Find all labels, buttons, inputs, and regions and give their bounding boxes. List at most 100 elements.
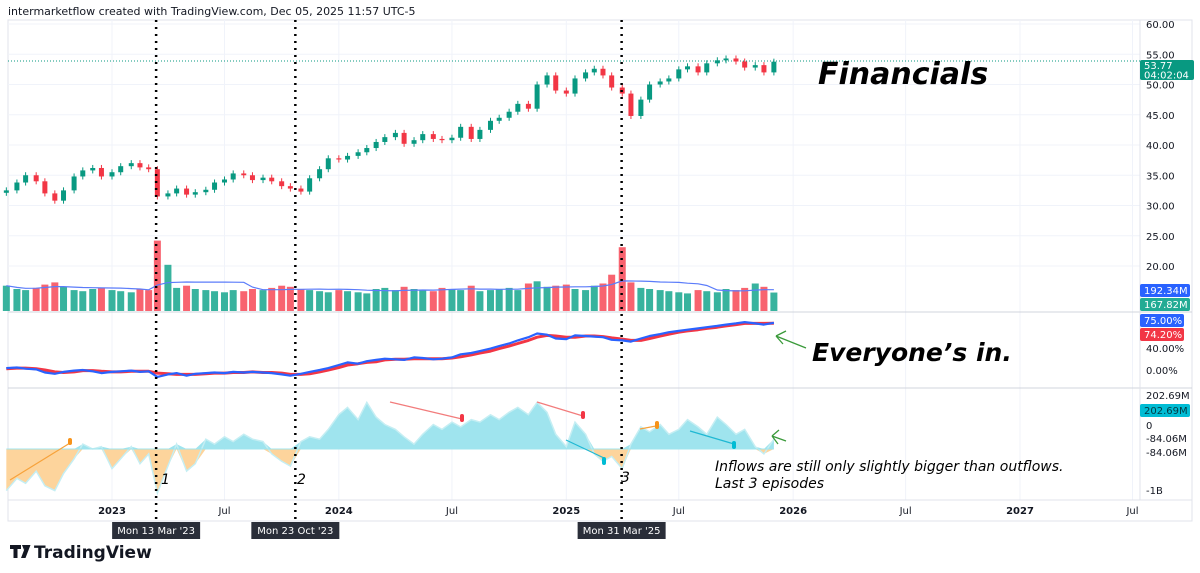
cyan-marker [732, 441, 736, 449]
volume-bar [675, 292, 683, 311]
candle-body [249, 175, 255, 181]
candle-body [600, 68, 606, 76]
candle-body [676, 69, 682, 79]
price-tick-label: 50.00 [1146, 81, 1175, 92]
volume-bar [486, 290, 494, 311]
volume-bar [590, 285, 598, 311]
annotation-breadth: Everyone’s in. [812, 338, 1012, 367]
volume-bar [562, 284, 570, 311]
chart-frame [7, 19, 1193, 522]
breadth-red-label [1140, 328, 1184, 341]
price-tick-label: 30.00 [1146, 202, 1175, 213]
volume-bar [514, 290, 522, 311]
time-tick-label: Jul [445, 506, 458, 517]
volume-bar [457, 290, 465, 311]
volume-bar [220, 292, 228, 311]
volume-bar [286, 286, 294, 311]
red-marker [581, 411, 585, 419]
breadth-blue-value: 75.00% [1144, 316, 1182, 327]
time-axis[interactable]: 2023 Jul 2024 Jul 2025 Jul 2026 Jul 2027 Jul [98, 506, 1138, 517]
orange-marker [655, 421, 659, 429]
tradingview-logo[interactable]: TradingView [10, 543, 152, 563]
candle-body [279, 181, 285, 187]
candle-body [355, 152, 361, 156]
volume-bar [646, 289, 654, 311]
candle-body [657, 81, 663, 85]
candle-body [165, 193, 171, 197]
candle-body [260, 177, 266, 181]
candle-body [515, 103, 521, 112]
volume-bar [448, 289, 456, 311]
volume-bar [505, 287, 513, 311]
candle-body [42, 181, 48, 194]
orange-marker [68, 438, 72, 445]
candle-body [118, 166, 124, 173]
volume-bar [51, 282, 59, 311]
volume-bar [571, 289, 579, 311]
annotation-flow-2: Last 3 episodes [715, 476, 824, 492]
volume-bar [173, 287, 181, 311]
price-tick-label: 25.00 [1146, 232, 1175, 243]
candle-body [71, 176, 77, 191]
episode-label-1: 1 [161, 472, 170, 488]
candle-body [506, 111, 512, 118]
volume-bar [524, 283, 532, 311]
volume-bar [637, 287, 645, 311]
breadth-tick-0: 0.00% [1146, 366, 1178, 377]
flow-tick: -84.06M [1146, 448, 1187, 459]
time-tick-label: Jul [672, 506, 685, 517]
candle-body [269, 177, 275, 182]
outflow-area [6, 449, 774, 494]
candle-body [298, 188, 304, 192]
volume-bar [60, 286, 68, 311]
volume-bar [732, 290, 740, 311]
flow-value: 202.69M [1144, 406, 1188, 417]
tradingview-logo-text: TradingView [34, 543, 152, 563]
price-tick-label: 60.00 [1146, 20, 1175, 31]
candle-body [345, 155, 351, 160]
price-tick-label: 40.00 [1146, 141, 1175, 152]
volume-bar [278, 285, 286, 311]
volume-bar [2, 285, 10, 311]
flow-tick: 202.69M [1146, 391, 1190, 402]
candle-body [525, 103, 531, 109]
volume-bar [316, 291, 324, 311]
volume-bar [32, 287, 40, 311]
candle-body [137, 163, 143, 168]
candle-body [439, 138, 445, 141]
volume-bar [297, 289, 305, 311]
time-tick-label: 2025 [552, 506, 580, 517]
volume-bar [476, 291, 484, 311]
last-price-label [1140, 60, 1194, 80]
candle-body [325, 158, 331, 170]
volume-bar [153, 240, 161, 311]
volume-bar [627, 282, 635, 311]
candle-body [583, 72, 589, 79]
candle-body [241, 173, 247, 176]
candle-body [52, 193, 58, 201]
candle-body [98, 167, 104, 177]
volume-bar [127, 292, 135, 311]
candle-body [307, 178, 313, 192]
divergence-markers [9, 401, 736, 481]
volume-bar [211, 291, 219, 311]
volume-bar [240, 291, 248, 311]
date-label-box [577, 522, 666, 539]
time-tick-label: Jul [899, 506, 912, 517]
volume-bar [335, 290, 343, 311]
flow-tick: 0 [1146, 421, 1152, 432]
price-axis[interactable]: 60.00 55.00 50.00 45.00 40.00 35.00 30.00 25.00… [1146, 20, 1175, 273]
volume-bar [770, 292, 778, 311]
candle-body [174, 188, 180, 194]
candle-body [221, 179, 227, 183]
candle-body [420, 134, 426, 141]
candle-body [373, 141, 379, 149]
volume-bar [684, 293, 692, 311]
candle-body [544, 75, 550, 85]
time-tick-label: Jul [217, 506, 230, 517]
breadth-red-line [6, 321, 774, 376]
volume-bar [694, 290, 702, 311]
volume-ma-line [6, 280, 774, 292]
flow-line [5, 400, 775, 496]
